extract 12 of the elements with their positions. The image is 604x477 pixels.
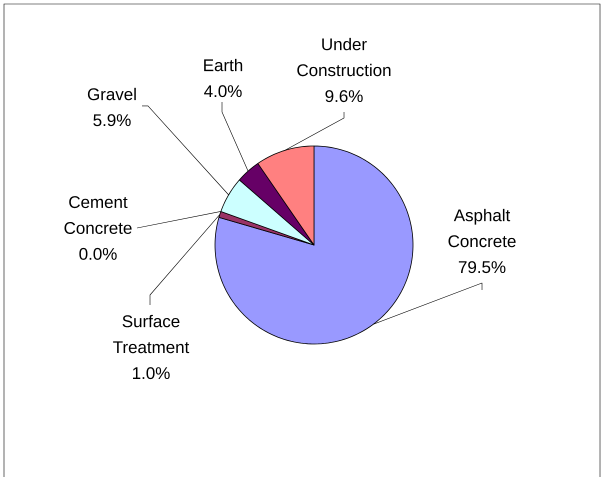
- data-label: 4.0%: [204, 85, 242, 98]
- slice-label: Surface Treatment: [113, 314, 190, 354]
- data-label: 5.9%: [93, 114, 131, 126]
- slice-label: Asphalt Concrete: [448, 208, 516, 248]
- slice-label: Gravel: [88, 88, 136, 100]
- data-label: 9.6%: [326, 90, 363, 102]
- slice-label: Under Construction: [297, 38, 390, 76]
- data-label: 79.5%: [458, 260, 506, 273]
- text: 0.0%: [79, 248, 117, 260]
- legend-label: Cement Concrete: [64, 196, 132, 234]
- slice-label: Earth: [204, 58, 242, 72]
- data-label: 1.0%: [133, 366, 170, 379]
